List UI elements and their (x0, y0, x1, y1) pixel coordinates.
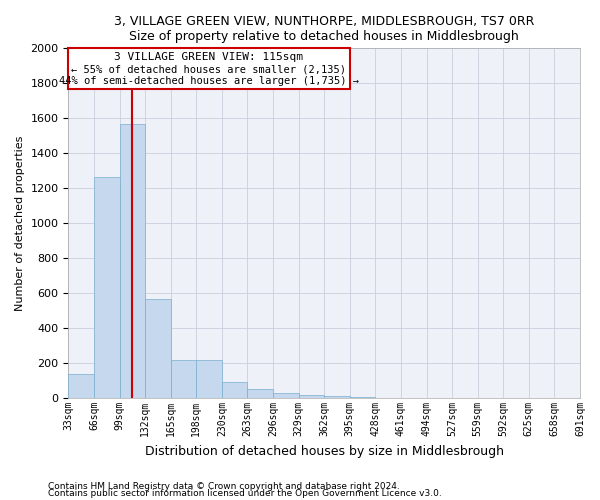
FancyBboxPatch shape (68, 48, 350, 88)
Bar (171, 360, 196, 398)
Bar (68, 374, 94, 398)
Title: 3, VILLAGE GREEN VIEW, NUNTHORPE, MIDDLESBROUGH, TS7 0RR
Size of property relati: 3, VILLAGE GREEN VIEW, NUNTHORPE, MIDDLE… (114, 15, 535, 43)
Text: ← 55% of detached houses are smaller (2,135): ← 55% of detached houses are smaller (2,… (71, 64, 346, 74)
Bar (299, 394, 324, 398)
Bar (247, 390, 273, 398)
Text: Contains public sector information licensed under the Open Government Licence v3: Contains public sector information licen… (48, 489, 442, 498)
Text: Contains HM Land Registry data © Crown copyright and database right 2024.: Contains HM Land Registry data © Crown c… (48, 482, 400, 491)
Bar (222, 382, 247, 398)
Bar (119, 124, 145, 398)
Bar (145, 300, 171, 398)
Text: 3 VILLAGE GREEN VIEW: 115sqm: 3 VILLAGE GREEN VIEW: 115sqm (115, 52, 304, 62)
Bar (196, 360, 222, 398)
Text: 44% of semi-detached houses are larger (1,735) →: 44% of semi-detached houses are larger (… (59, 76, 359, 86)
X-axis label: Distribution of detached houses by size in Middlesbrough: Distribution of detached houses by size … (145, 444, 504, 458)
Bar (273, 393, 299, 398)
Y-axis label: Number of detached properties: Number of detached properties (15, 136, 25, 311)
Bar (94, 177, 119, 398)
Bar (324, 396, 350, 398)
